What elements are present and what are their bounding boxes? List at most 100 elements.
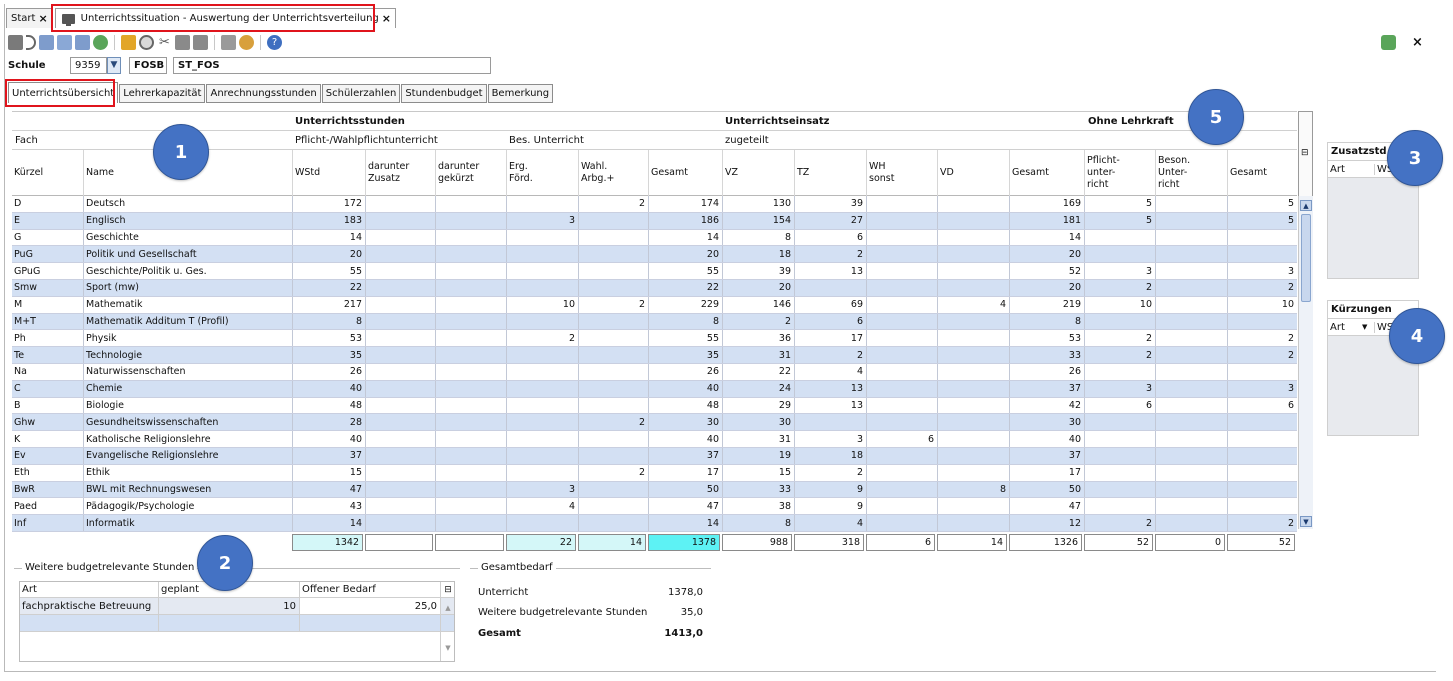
column-header-beson-unterricht[interactable]: Beson. Unter- richt — [1155, 150, 1227, 196]
table-row[interactable]: Inf Informatik 14 14 8 4 12 2 2 — [12, 515, 1297, 532]
table-row[interactable]: Na Naturwissenschaften 26 26 22 4 26 — [12, 363, 1297, 381]
cell-kuerzel: Inf — [14, 517, 27, 529]
tab-anrechnungsstunden[interactable]: Anrechnungsstunden — [206, 84, 321, 103]
sync-icon[interactable] — [1381, 34, 1396, 50]
scroll-thumb[interactable] — [1301, 214, 1311, 302]
table-row[interactable]: M Mathematik 217 10 2 229 146 69 4 219 10 10 — [12, 296, 1297, 314]
chevron-down-icon[interactable]: ▼ — [1362, 323, 1368, 331]
table-row[interactable]: K Katholische Religionslehre 40 40 31 3 6 40 — [12, 431, 1297, 448]
copy-grid-icon[interactable] — [39, 34, 54, 50]
chevron-down-icon[interactable]: ▼ — [107, 56, 121, 74]
column-header-gekuerzt[interactable]: darunter gekürzt — [435, 150, 506, 196]
cell-vz: 38 — [722, 498, 794, 515]
column-header-wstd[interactable]: WStd — [292, 150, 365, 196]
brush-icon[interactable] — [121, 34, 136, 50]
tab-stundenbudget[interactable]: Stundenbudget — [401, 84, 487, 103]
table-row[interactable]: BwR BWL mit Rechnungswesen 47 3 50 33 9 8 50 — [12, 481, 1297, 499]
column-header-zusatz[interactable]: darunter Zusatz — [365, 150, 435, 196]
vertical-scrollbar[interactable]: ▲ ▼ — [1298, 196, 1313, 529]
close-icon[interactable]: × — [381, 12, 391, 25]
school-number-field[interactable]: 9359 — [70, 56, 107, 74]
cell-wh-sonst — [866, 196, 937, 212]
table-row[interactable]: GPuG Geschichte/Politik u. Ges. 55 55 39 13 52… — [12, 263, 1297, 280]
cell-kuerzel: GPuG — [14, 265, 41, 277]
close-icon[interactable]: × — [1412, 34, 1423, 50]
weitere-empty-row[interactable] — [20, 615, 454, 632]
column-header-tz[interactable]: TZ — [794, 150, 866, 196]
column-header-kuerzel[interactable]: Kürzel — [14, 167, 44, 178]
group-ohne-lehrkraft: Ohne Lehrkraft — [1088, 115, 1174, 127]
print-icon[interactable] — [221, 34, 236, 50]
column-header-vz[interactable]: VZ — [722, 150, 794, 196]
weitere-row[interactable]: fachpraktische Betreuung 10 25,0 — [20, 598, 454, 615]
preview-icon[interactable] — [239, 34, 254, 50]
table-row[interactable]: Te Technologie 35 35 31 2 33 2 2 — [12, 347, 1297, 364]
tab-bemerkung[interactable]: Bemerkung — [487, 84, 554, 103]
close-icon[interactable]: × — [38, 12, 48, 25]
column-header-vd[interactable]: VD — [937, 150, 1009, 196]
cell-wstd: 40 — [292, 431, 365, 447]
scroll-up-icon[interactable]: ▲ — [1300, 200, 1312, 211]
cell-name: Physik — [83, 330, 292, 347]
weitere-row-geplant[interactable]: 10 — [158, 598, 299, 614]
tab-unterrichtssituation[interactable]: Unterrichtssituation - Auswertung der Un… — [54, 8, 396, 28]
weitere-row-bedarf[interactable]: 25,0 — [299, 598, 440, 614]
table-row[interactable]: Ph Physik 53 2 55 36 17 53 2 2 — [12, 330, 1297, 348]
cell-erg-foerd — [506, 431, 578, 447]
column-chooser-icon[interactable]: ⊟ — [440, 582, 455, 597]
column-header-pflichtunterricht[interactable]: Pflicht- unter- richt — [1084, 150, 1155, 196]
column-header-wh-sonst[interactable]: WH sonst — [866, 150, 937, 196]
table-row[interactable]: C Chemie 40 40 24 13 37 3 3 — [12, 380, 1297, 398]
tab-start[interactable]: Start × — [6, 8, 53, 28]
tab-unterrichtsuebersicht[interactable]: Unterrichtsübersicht — [8, 82, 119, 103]
tab-lehrerkapazitaet[interactable]: Lehrerkapazität — [119, 84, 206, 103]
cell-gekuerzt — [435, 296, 506, 313]
table-row[interactable]: D Deutsch 172 2 174 130 39 169 5 5 — [12, 196, 1297, 213]
tab-schuelerzahlen[interactable]: Schülerzahlen — [321, 84, 401, 103]
scroll-down-icon[interactable]: ▼ — [1300, 516, 1312, 527]
cell-name: Technologie — [83, 347, 292, 363]
eye-icon[interactable] — [139, 34, 154, 50]
paste-grid-icon[interactable] — [57, 34, 72, 50]
cell-erg-foerd — [506, 196, 578, 212]
kuerzungen-col-art[interactable]: Art — [1330, 321, 1345, 333]
cell-erg-foerd — [506, 229, 578, 246]
paste-icon[interactable] — [193, 34, 208, 50]
table-row[interactable]: M+T Mathematik Additum T (Profil) 8 8 2 6 8 — [12, 313, 1297, 331]
cell-tz: 6 — [794, 313, 866, 330]
column-header-gesamt[interactable]: Gesamt — [648, 150, 722, 196]
cell-wstd: 172 — [292, 196, 365, 212]
table-row[interactable]: E Englisch 183 3 186 154 27 181 5 5 — [12, 212, 1297, 230]
cell-tz: 13 — [794, 263, 866, 279]
table-row[interactable]: PuG Politik und Gesellschaft 20 20 18 2 20 — [12, 246, 1297, 264]
column-header-erg-foerd[interactable]: Erg. Förd. — [506, 150, 578, 196]
cell-beson-unterricht — [1155, 229, 1227, 246]
table-row[interactable]: Ev Evangelische Religionslehre 37 37 19 18 37 — [12, 447, 1297, 465]
help-icon[interactable]: ? — [267, 34, 282, 50]
column-chooser[interactable]: ⊟ — [1298, 111, 1313, 197]
refresh-icon[interactable] — [93, 34, 108, 50]
column-header-gesamt-einsatz[interactable]: Gesamt — [1009, 150, 1084, 196]
column-header-wahl-arbg[interactable]: Wahl. Arbg.+ — [578, 150, 648, 196]
save-icon[interactable] — [8, 34, 23, 50]
column-chooser-icon[interactable]: ⊟ — [1301, 148, 1309, 158]
cell-name: Chemie — [83, 380, 292, 397]
column-header-name[interactable]: Name — [83, 150, 292, 196]
table-row[interactable]: Ghw Gesundheitswissenschaften 28 2 30 30 30 — [12, 414, 1297, 432]
table-row[interactable]: G Geschichte 14 14 8 6 14 — [12, 229, 1297, 247]
undo-icon[interactable] — [26, 34, 36, 50]
gesamtbedarf-unterricht: Unterricht 1378,0 — [478, 587, 703, 601]
scroll-up-icon[interactable]: ▲ — [445, 604, 451, 612]
column-header-gesamt-ohne[interactable]: Gesamt — [1227, 150, 1297, 196]
weitere-scrollbar[interactable]: ▲ ▼ — [440, 598, 455, 661]
tab-start-label: Start — [11, 13, 36, 24]
table-row[interactable]: Eth Ethik 15 2 17 15 2 17 — [12, 464, 1297, 482]
grid-settings-icon[interactable] — [75, 34, 90, 50]
cell-beson-unterricht — [1155, 347, 1227, 363]
cut-icon[interactable]: ✂ — [159, 34, 170, 50]
scroll-down-icon[interactable]: ▼ — [445, 644, 451, 652]
copy-icon[interactable] — [175, 34, 190, 50]
table-row[interactable]: Paed Pädagogik/Psychologie 43 4 47 38 9 47 — [12, 498, 1297, 516]
table-row[interactable]: B Biologie 48 48 29 13 42 6 6 — [12, 397, 1297, 415]
table-row[interactable]: Smw Sport (mw) 22 22 20 20 2 2 — [12, 279, 1297, 297]
